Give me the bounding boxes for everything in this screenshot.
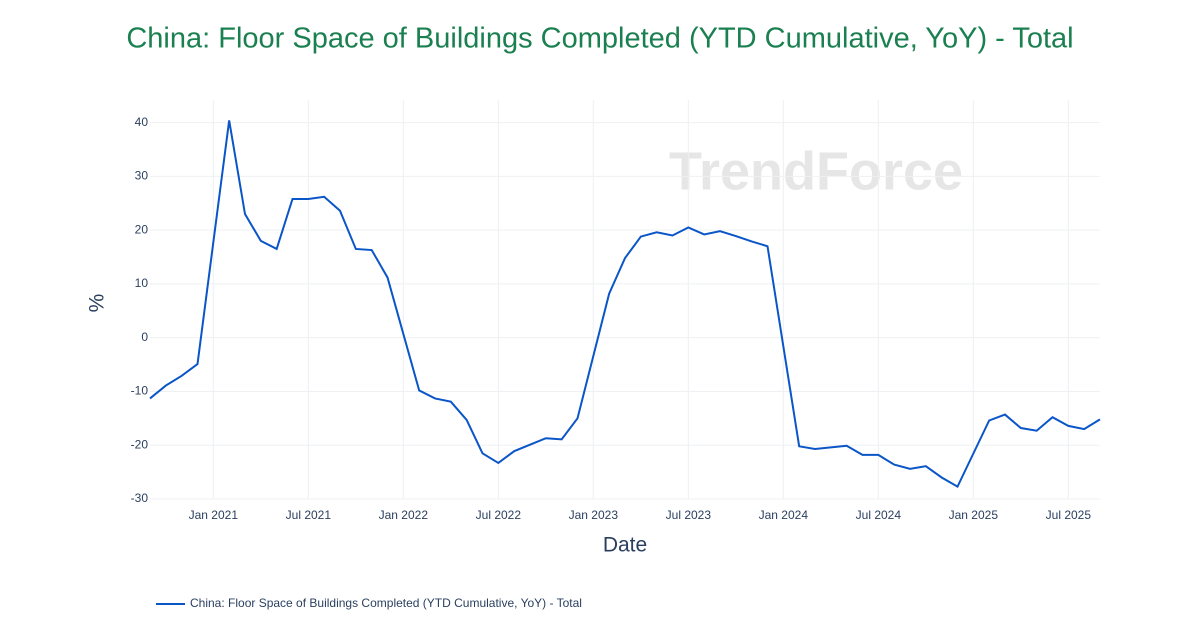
x-tick-label: Jan 2025 xyxy=(949,508,999,522)
y-axis-title: % xyxy=(86,294,109,313)
x-tick-label: Jan 2023 xyxy=(569,508,619,522)
x-tick-label: Jan 2022 xyxy=(379,508,429,522)
x-tick-label: Jan 2024 xyxy=(759,508,809,522)
y-tick-label: 0 xyxy=(141,330,148,344)
legend-label: China: Floor Space of Buildings Complete… xyxy=(190,596,582,610)
y-tick-label: 10 xyxy=(135,276,149,290)
y-tick-label: -10 xyxy=(131,384,149,398)
y-tick-label: -20 xyxy=(131,437,149,451)
x-tick-label: Jul 2024 xyxy=(856,508,902,522)
y-tick-label: 30 xyxy=(135,169,149,183)
x-tick-label: Jan 2021 xyxy=(189,508,239,522)
x-tick-label: Jul 2022 xyxy=(476,508,522,522)
x-tick-label: Jul 2025 xyxy=(1046,508,1092,522)
x-tick-label: Jul 2023 xyxy=(666,508,712,522)
line-series xyxy=(149,120,1101,489)
x-axis-title: Date xyxy=(603,534,647,557)
y-tick-label: 20 xyxy=(135,222,149,236)
watermark: TrendForce xyxy=(669,141,963,201)
y-tick-label: 40 xyxy=(135,115,149,129)
chart-title: China: Floor Space of Buildings Complete… xyxy=(126,23,1073,55)
x-tick-label: Jul 2021 xyxy=(286,508,332,522)
y-tick-label: -30 xyxy=(131,491,149,505)
